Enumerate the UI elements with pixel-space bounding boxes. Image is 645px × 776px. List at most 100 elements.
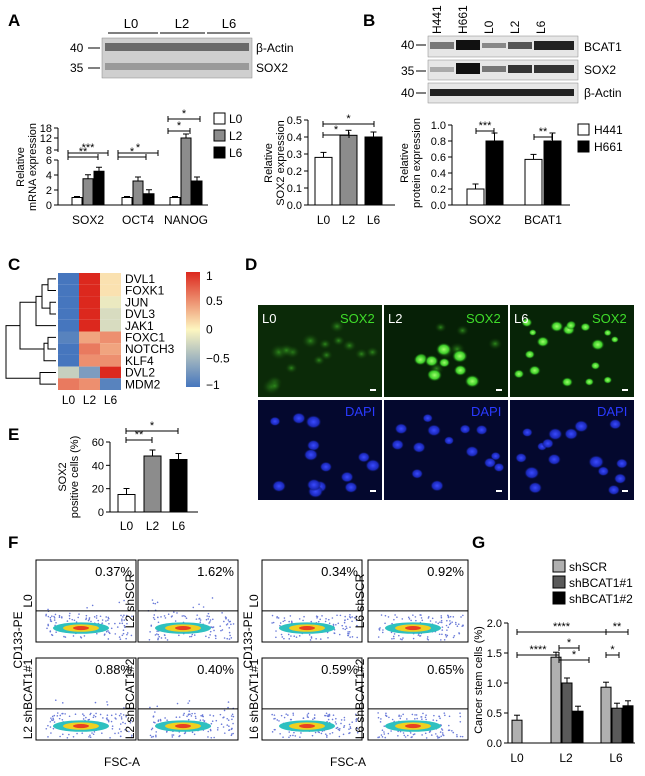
- sig-l2-sh1-label: *: [567, 637, 572, 649]
- heatmap-cell: [79, 331, 100, 344]
- flow-event: [222, 716, 224, 719]
- flow-density: [175, 724, 191, 729]
- y-tick-label: 6: [46, 155, 52, 167]
- cell-nucleus: [411, 468, 424, 479]
- flow-event: [58, 616, 61, 619]
- cell-nucleus: [267, 379, 282, 392]
- flow-event: [92, 733, 95, 736]
- flow-event: [331, 718, 334, 721]
- flow-event: [381, 736, 384, 738]
- flow-event: [164, 634, 166, 637]
- cell-nucleus: [292, 412, 306, 425]
- cell-nucleus: [584, 377, 595, 386]
- flow-event: [120, 712, 122, 715]
- flow-event: [166, 719, 168, 721]
- flow-event: [47, 624, 50, 627]
- flow-event: [355, 713, 357, 716]
- bar-l2-shbcat1#1: [561, 682, 573, 744]
- flow-event: [47, 724, 49, 727]
- flow-event: [446, 629, 448, 631]
- flow-event: [52, 717, 54, 720]
- flow-event: [131, 615, 133, 618]
- flow-event: [334, 721, 337, 723]
- flow-event: [349, 626, 351, 628]
- y-tick-label: 0: [46, 200, 52, 212]
- flow-event: [327, 718, 330, 721]
- flow-event: [346, 618, 349, 621]
- flow-event: [356, 624, 358, 627]
- flow-event: [338, 633, 341, 636]
- flow-event: [107, 619, 109, 621]
- flow-event: [159, 719, 162, 722]
- flow-event: [443, 712, 446, 714]
- flow-event: [413, 733, 416, 735]
- flow-event: [324, 714, 326, 717]
- bar-l6-shbcat1#2: [622, 705, 634, 744]
- flow-event: [49, 616, 52, 619]
- flow-event: [155, 735, 157, 738]
- flow-event: [231, 733, 233, 735]
- flow-event: [119, 723, 122, 725]
- flow-event: [220, 629, 222, 632]
- flow-event: [159, 718, 162, 721]
- flow-event: [94, 715, 97, 718]
- heatmap-cell: [58, 296, 79, 309]
- flow-event: [338, 735, 341, 738]
- flow-event: [459, 715, 462, 718]
- cell-nucleus: [269, 416, 281, 427]
- heatmap-genes: DVL1FOXK1JUNDVL3JAK1FOXC1NOTCH3KLF4DVL2M…: [5, 269, 230, 407]
- flow-event: [391, 718, 394, 721]
- flow-event: [156, 601, 159, 604]
- flow-event: [438, 633, 441, 636]
- flow-event: [377, 712, 379, 714]
- flow-event: [387, 616, 390, 618]
- bar-sox2-h441: [466, 188, 485, 206]
- flow-event: [312, 718, 314, 721]
- flow-event: [434, 733, 437, 735]
- heatmap-cell: [100, 273, 121, 285]
- flow-event: [275, 636, 277, 639]
- cell-nucleus: [613, 473, 627, 484]
- flow-event: [355, 717, 358, 720]
- dendrogram-branch: [49, 301, 56, 315]
- flow-event: [288, 638, 291, 640]
- y-tick-label: 40: [92, 460, 104, 472]
- flow-event: [426, 638, 429, 640]
- cell-nucleus: [301, 333, 320, 349]
- cell-nucleus: [483, 457, 497, 468]
- flow-event: [53, 615, 55, 618]
- flow-event: [343, 724, 346, 727]
- dendrogram-branch: [39, 371, 56, 385]
- flow-event: [120, 716, 123, 718]
- heatmap-cell: [100, 296, 121, 309]
- cell-nucleus: [493, 462, 505, 473]
- flow-event: [456, 733, 458, 736]
- flow-event: [314, 731, 317, 734]
- sig-oct4-l6-label: *: [136, 142, 141, 154]
- y-tick-label: 12: [40, 133, 52, 145]
- flow-event: [228, 631, 231, 634]
- flow-event: [452, 616, 455, 618]
- heatmap-row-label: DVL1: [125, 272, 155, 286]
- sig-l2-sh2-label: *: [572, 649, 577, 661]
- legend-swatch: [552, 591, 566, 605]
- micro-stain-label: SOX2: [466, 311, 501, 326]
- cell-nucleus: [521, 427, 533, 438]
- flow-event: [449, 622, 452, 625]
- flow-event: [157, 719, 160, 721]
- cell-nucleus: [603, 376, 613, 384]
- flow-event: [171, 615, 173, 617]
- flow-event: [404, 736, 407, 738]
- bar-oct4-l2: [132, 180, 144, 206]
- flow-event: [152, 602, 155, 605]
- micro-dapi-l6: [510, 400, 634, 500]
- cell-nucleus: [427, 424, 441, 437]
- flow-event: [53, 619, 56, 621]
- flow-event: [387, 732, 390, 735]
- flow-event: [441, 626, 444, 628]
- flow-event: [46, 627, 48, 630]
- flow-event: [90, 620, 92, 623]
- flow-event: [335, 623, 337, 626]
- flow-event: [454, 621, 457, 624]
- flow-event: [189, 635, 191, 638]
